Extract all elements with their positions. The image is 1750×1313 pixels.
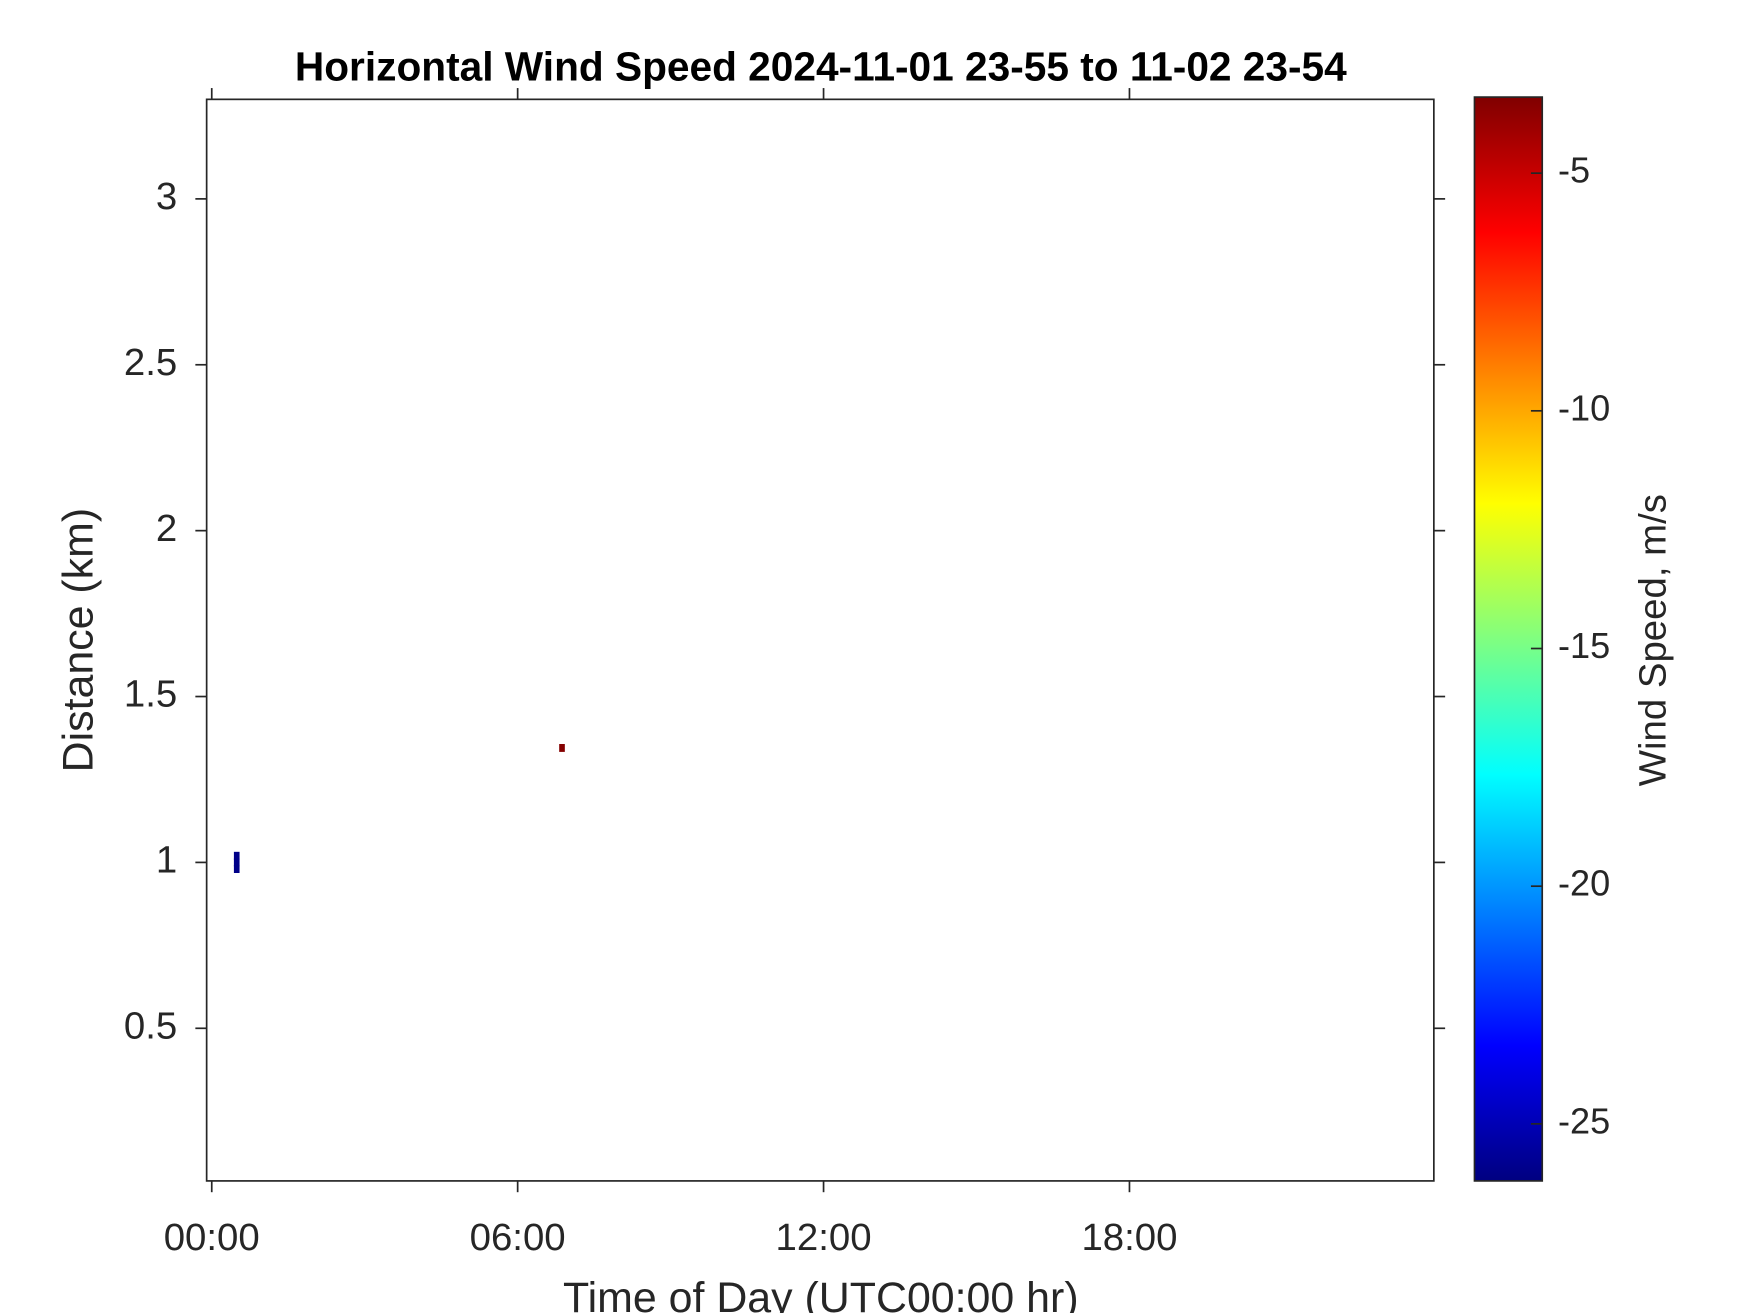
- colorbar-tick-label: -25: [1558, 1100, 1610, 1141]
- x-tick-label: 06:00: [470, 1216, 566, 1259]
- colorbar-label: Wind Speed, m/s: [1631, 494, 1674, 786]
- y-tick-label: 1.5: [124, 673, 177, 716]
- colorbar: [1473, 96, 1544, 1182]
- heat-cell: [233, 858, 240, 867]
- heat-cell: [559, 744, 565, 752]
- colorbar-tick-label: -15: [1558, 625, 1610, 666]
- heat-cell: [233, 865, 240, 874]
- x-tick-label: 12:00: [776, 1216, 872, 1259]
- colorbar-tick-label: -10: [1558, 387, 1610, 428]
- y-tick-label: 2: [156, 507, 177, 550]
- chart-title: Horizontal Wind Speed 2024-11-01 23-55 t…: [295, 44, 1347, 90]
- y-tick-label: 3: [156, 175, 177, 218]
- colorbar-tick-label: -5: [1558, 150, 1590, 191]
- y-axis-label: Distance (km): [55, 508, 103, 773]
- x-tick-label: 18:00: [1081, 1216, 1177, 1259]
- y-tick-label: 1: [156, 839, 177, 882]
- heat-cell: [233, 851, 240, 860]
- y-tick-label: 2.5: [124, 341, 177, 384]
- colorbar-tick-label: -20: [1558, 863, 1610, 904]
- y-tick-label: 0.5: [124, 1004, 177, 1047]
- plot-area: [205, 98, 1435, 1182]
- x-axis-label: Time of Day (UTC00:00 hr): [563, 1274, 1079, 1313]
- x-tick-label: 00:00: [164, 1216, 260, 1259]
